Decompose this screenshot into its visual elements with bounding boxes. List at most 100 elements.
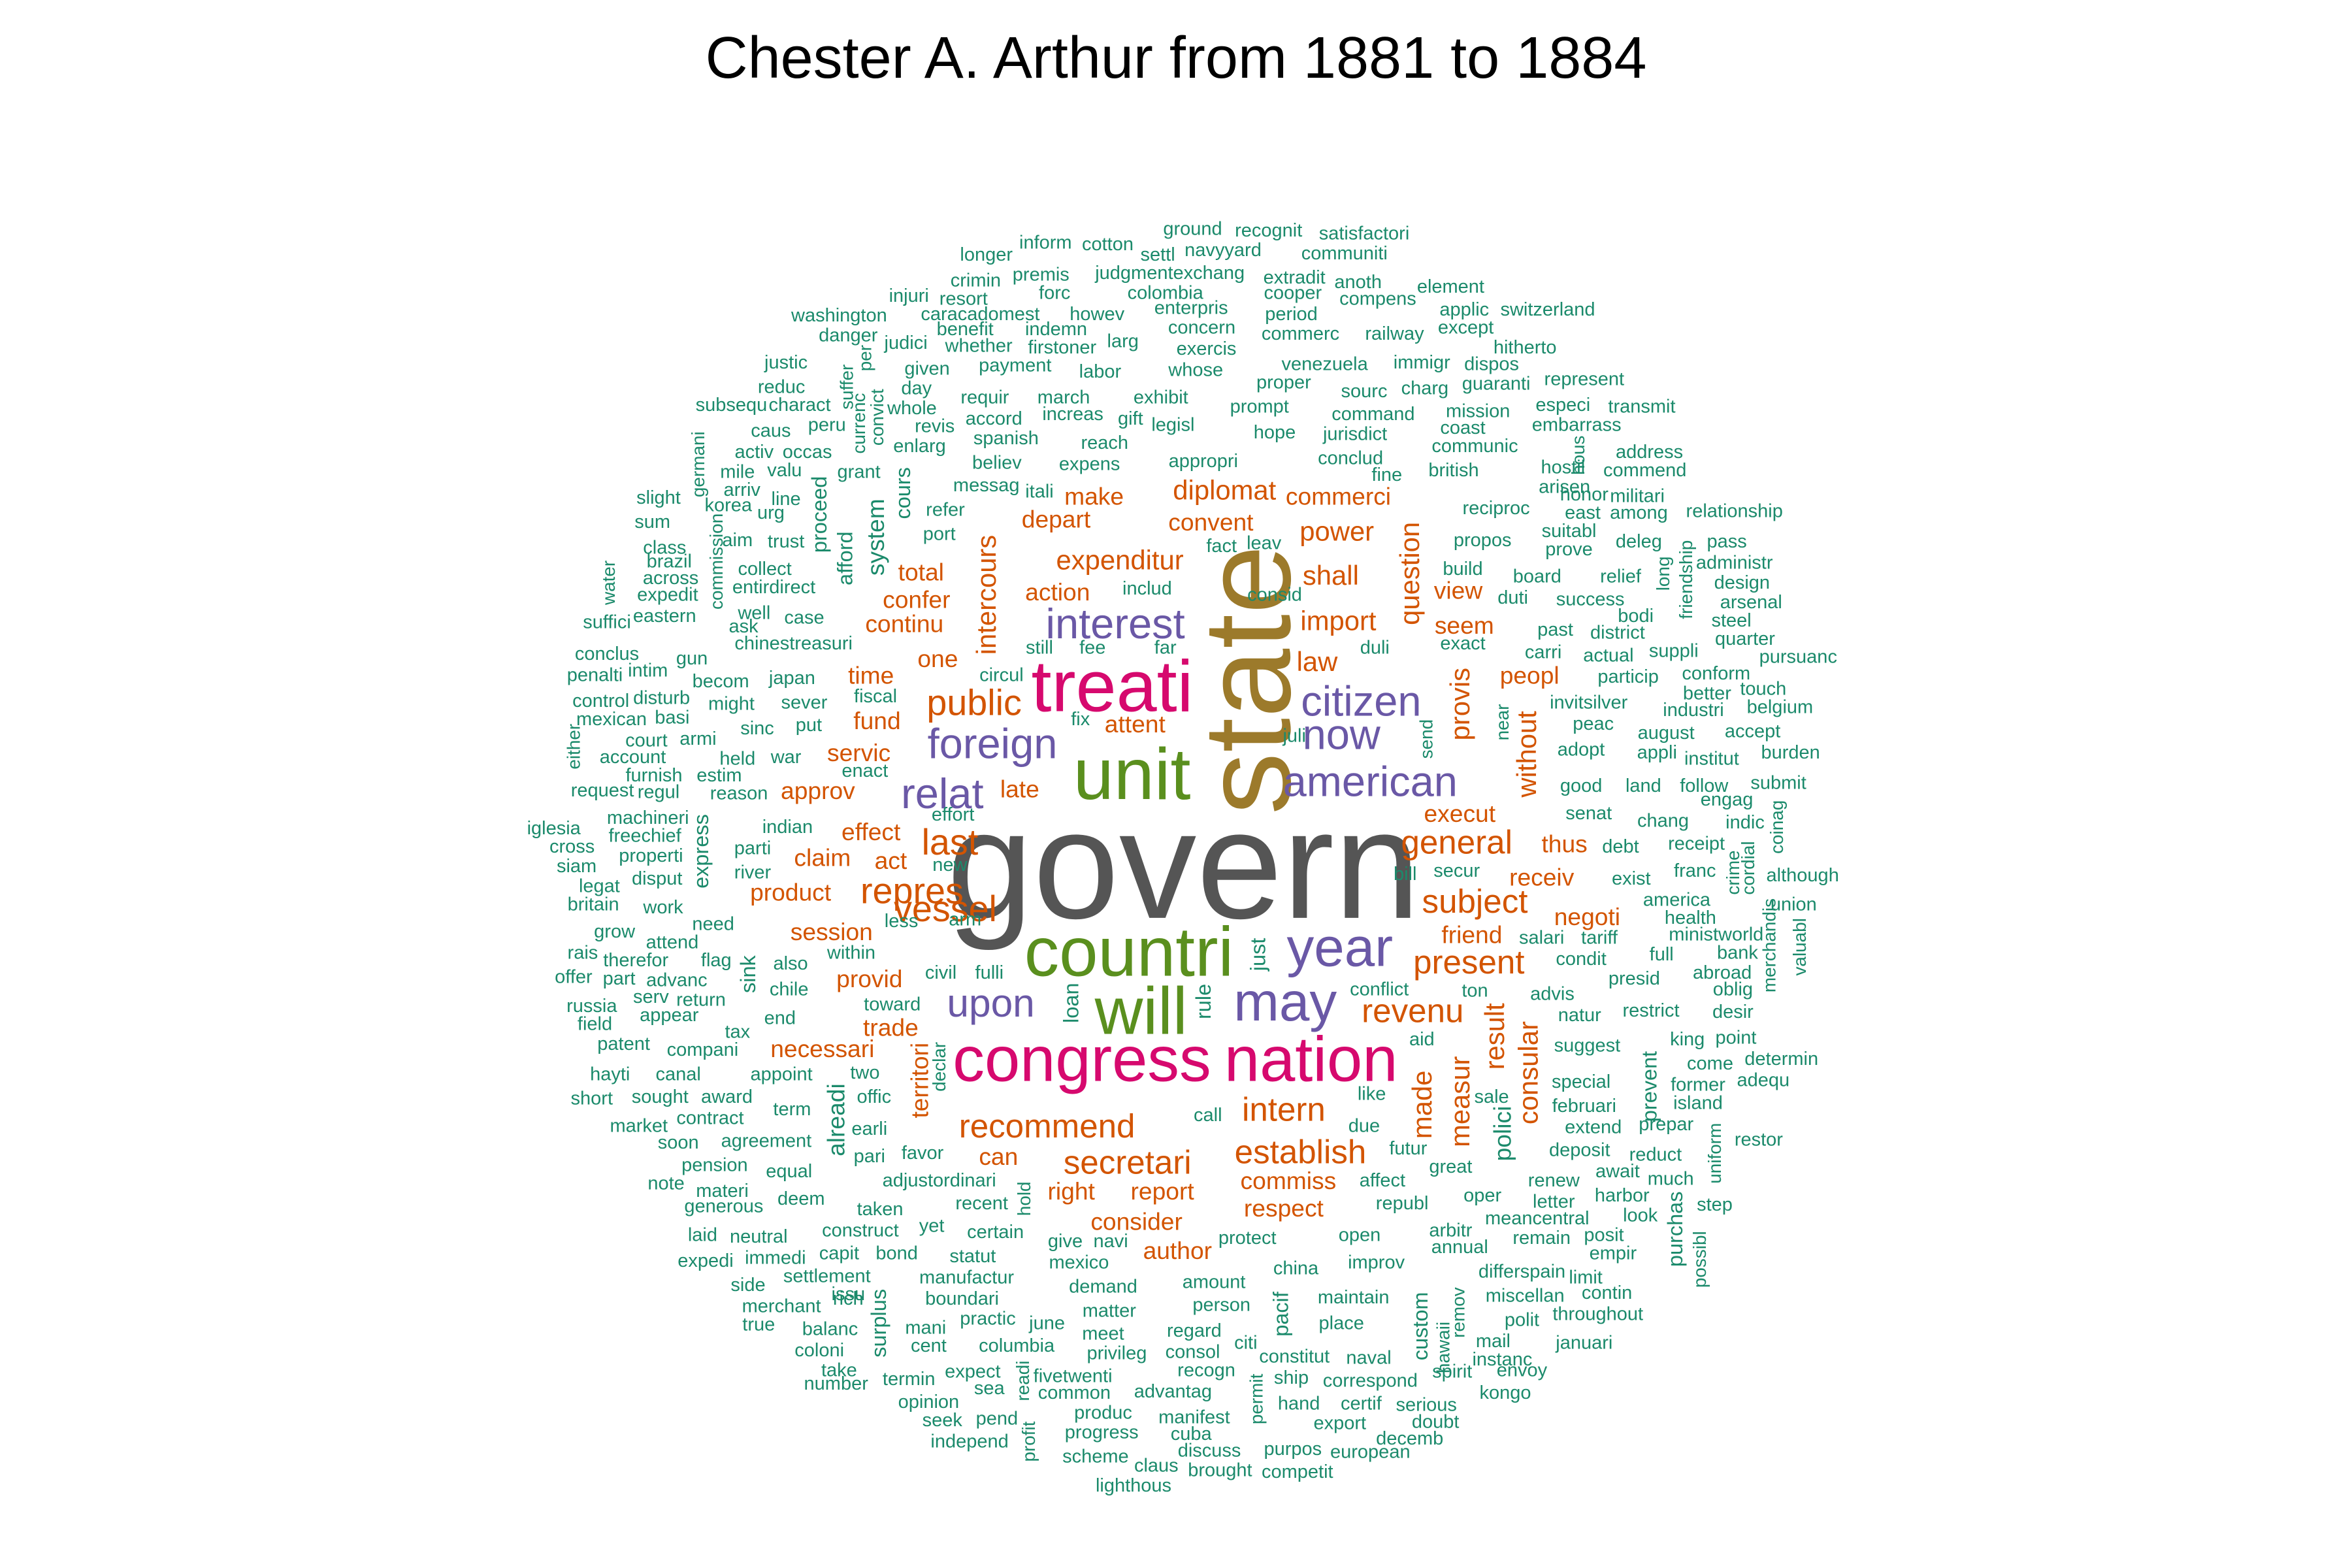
word-put: put xyxy=(796,715,822,736)
word-labor: labor xyxy=(1079,361,1122,382)
word-now: now xyxy=(1303,711,1381,759)
word-serv: serv xyxy=(633,987,669,1007)
word-interest: interest xyxy=(1046,600,1185,647)
word-whose: whose xyxy=(1168,360,1223,381)
word-work: work xyxy=(642,897,683,918)
word-purchas: purchas xyxy=(1663,1191,1687,1267)
word-note: note xyxy=(647,1173,684,1194)
word-pension: pension xyxy=(681,1155,748,1176)
word-readi: readi xyxy=(1013,1360,1033,1401)
word-pass: pass xyxy=(1707,531,1746,552)
word-part: part xyxy=(603,968,636,989)
word-bill: bill xyxy=(1394,864,1416,885)
word-washington: washington xyxy=(791,305,887,326)
word-island: island xyxy=(1673,1093,1723,1114)
word-immedi: immedi xyxy=(745,1247,806,1268)
word-judgmentexchang: judgmentexchang xyxy=(1094,263,1245,284)
word-commerc: commerc xyxy=(1262,323,1339,344)
word-affect: affect xyxy=(1360,1170,1405,1191)
word-includ: includ xyxy=(1122,578,1172,599)
word-crimin: crimin xyxy=(951,270,1001,291)
word-chang: chang xyxy=(1637,811,1689,832)
word-tariff: tariff xyxy=(1581,927,1618,948)
word-trust: trust xyxy=(768,531,804,552)
word-reciproc: reciproc xyxy=(1463,498,1530,519)
word-negoti: negoti xyxy=(1554,903,1620,930)
word-american: american xyxy=(1283,758,1458,806)
word-hous: hous xyxy=(1568,436,1588,475)
word-countri: countri xyxy=(1024,912,1234,990)
word-grant: grant xyxy=(838,461,881,482)
word-upon: upon xyxy=(947,981,1034,1025)
word-crime: crime xyxy=(1723,850,1743,894)
word-market: market xyxy=(610,1115,668,1136)
word-within: within xyxy=(826,943,875,964)
word-shall: shall xyxy=(1303,560,1359,591)
word-measur: measur xyxy=(1445,1056,1475,1147)
word-question: question xyxy=(1394,522,1425,625)
word-properti: properti xyxy=(619,845,683,866)
word-common: common xyxy=(1038,1382,1111,1403)
word-exercis: exercis xyxy=(1177,338,1237,359)
word-less: less xyxy=(885,911,919,932)
chart-title: Chester A. Arthur from 1881 to 1884 xyxy=(705,25,1647,91)
word-expect: expect xyxy=(945,1362,1000,1382)
word-korea: korea xyxy=(705,495,753,515)
word-extend: extend xyxy=(1565,1117,1622,1138)
word-time: time xyxy=(848,662,894,689)
word-diplomat: diplomat xyxy=(1173,475,1276,506)
word-maintain: maintain xyxy=(1318,1287,1390,1308)
word-siam: siam xyxy=(557,856,596,877)
word-point: point xyxy=(1716,1028,1757,1049)
word-honor: honor xyxy=(1560,484,1609,505)
word-independ: independ xyxy=(930,1431,1008,1452)
word-protect: protect xyxy=(1218,1228,1277,1249)
word-industri: industri xyxy=(1663,700,1724,721)
word-war: war xyxy=(770,747,802,768)
word-presid: presid xyxy=(1609,968,1660,989)
word-throughout: throughout xyxy=(1552,1303,1643,1324)
word-citizen: citizen xyxy=(1301,678,1421,725)
word-appear: appear xyxy=(640,1005,699,1026)
word-expens: expens xyxy=(1059,454,1120,475)
word-annual: annual xyxy=(1431,1237,1488,1258)
word-river: river xyxy=(734,862,772,883)
word-convent: convent xyxy=(1168,508,1254,536)
word-messag: messag xyxy=(953,475,1020,496)
word-oblig: oblig xyxy=(1713,979,1753,1000)
word-approv: approv xyxy=(781,777,855,804)
word-chile: chile xyxy=(770,979,809,1000)
word-matter: matter xyxy=(1083,1301,1137,1322)
word-short: short xyxy=(571,1088,613,1109)
word-suitabl: suitabl xyxy=(1542,521,1597,542)
word-conclud: conclud xyxy=(1318,448,1383,468)
word-basi: basi xyxy=(655,708,689,728)
word-command: command xyxy=(1331,404,1414,425)
word-iglesia: iglesia xyxy=(527,818,581,839)
word-futur: futur xyxy=(1389,1138,1427,1159)
word-fund: fund xyxy=(853,707,900,734)
word-submit: submit xyxy=(1750,773,1806,794)
word-suggest: suggest xyxy=(1554,1035,1621,1056)
word-extradit: extradit xyxy=(1264,267,1326,288)
word-public: public xyxy=(926,682,1022,723)
word-represent: represent xyxy=(1544,369,1625,390)
word-practic: practic xyxy=(960,1308,1015,1329)
word-subject: subject xyxy=(1422,883,1528,920)
word-land: land xyxy=(1625,776,1661,796)
word-cours: cours xyxy=(891,467,915,519)
word-certif: certif xyxy=(1341,1393,1382,1414)
word-uniform: uniform xyxy=(1705,1123,1725,1184)
word-adopt: adopt xyxy=(1558,739,1605,760)
word-certain: certain xyxy=(967,1222,1024,1243)
word-hope: hope xyxy=(1254,422,1296,443)
word-appropri: appropri xyxy=(1169,451,1238,472)
word-fivetwenti: fivetwenti xyxy=(1034,1366,1113,1387)
word-profit: profit xyxy=(1019,1421,1039,1462)
word-proper: proper xyxy=(1256,372,1311,393)
word-instanc: instanc xyxy=(1472,1349,1532,1370)
word-circul: circul xyxy=(979,665,1024,686)
word-whole: whole xyxy=(887,398,937,419)
word-govern: govern xyxy=(947,779,1420,951)
word-fix: fix xyxy=(1071,709,1090,730)
